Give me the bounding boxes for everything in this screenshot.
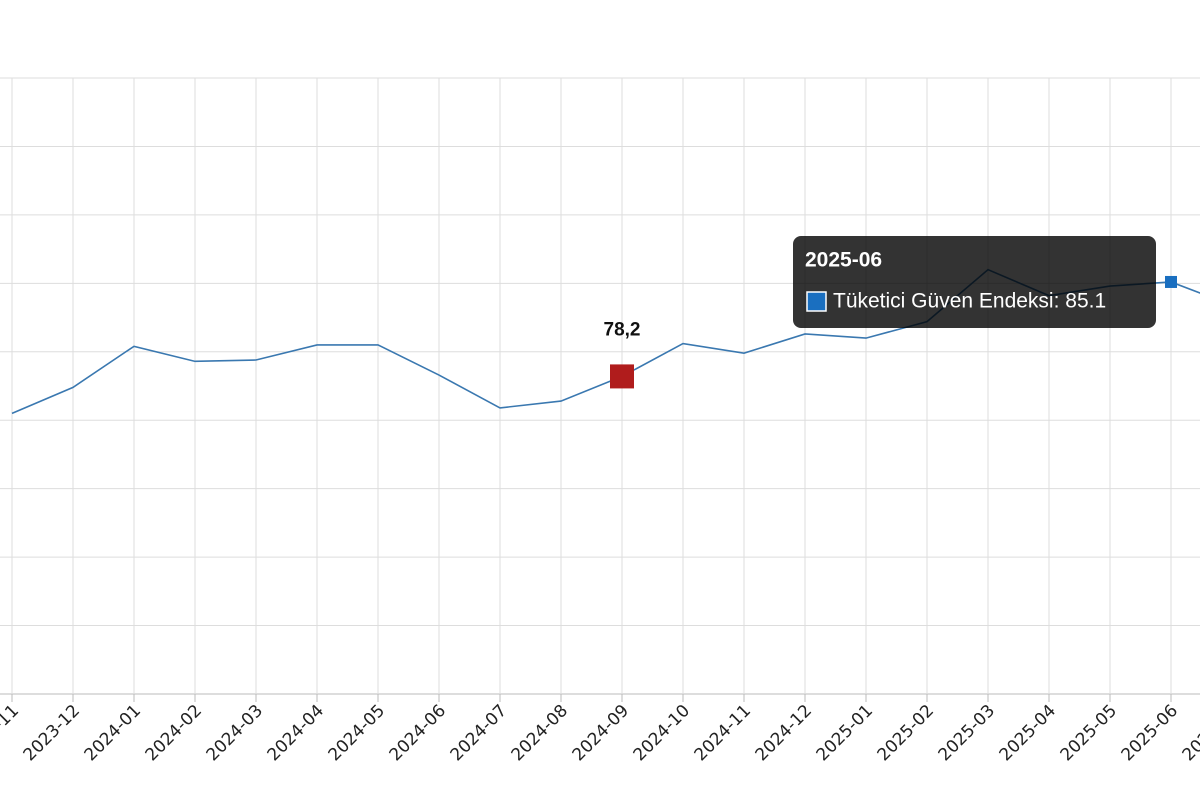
x-tick-label: 2025-07 — [1179, 701, 1200, 765]
value-label: 78,2 — [604, 319, 641, 340]
x-tick-label: 2024-05 — [325, 701, 389, 765]
x-tick-label: 2024-11 — [691, 701, 755, 765]
x-tick-label: 2024-09 — [569, 701, 633, 765]
grid: 2023-112023-122024-012024-022024-032024-… — [0, 77, 1200, 765]
x-tick-label: 2024-03 — [203, 701, 267, 765]
tooltip-box — [793, 236, 1156, 328]
x-tick-label: 2025-03 — [935, 701, 999, 765]
x-tick-label: 2023-12 — [20, 701, 84, 765]
x-tick-label: 2025-01 — [813, 701, 877, 765]
tooltip-text: Tüketici Güven Endeksi: 85.1 — [833, 290, 1106, 313]
tooltip: 2025-06 Tüketici Güven Endeksi: 85.1 — [793, 236, 1156, 328]
x-tick-label: 2024-08 — [508, 701, 572, 765]
x-tick-label: 2025-02 — [874, 701, 938, 765]
highlight-point — [610, 364, 634, 389]
tooltip-swatch — [806, 291, 827, 312]
x-tick-label: 2025-05 — [1057, 701, 1121, 765]
hover-point — [1165, 275, 1177, 288]
x-tick-label: 2024-02 — [142, 701, 206, 765]
x-tick-label: 2025-06 — [1118, 701, 1182, 765]
x-tick-label: 2023-11 — [0, 701, 23, 765]
x-tick-label: 2024-07 — [447, 701, 511, 765]
x-tick-label: 2024-06 — [386, 701, 450, 765]
x-tick-label: 2025-04 — [996, 701, 1060, 765]
x-tick-label: 2024-04 — [264, 701, 328, 765]
tooltip-title: 2025-06 — [805, 249, 882, 272]
x-tick-label: 2024-01 — [81, 701, 145, 765]
x-tick-label: 2024-10 — [630, 701, 694, 765]
x-tick-label: 2024-12 — [752, 701, 816, 765]
